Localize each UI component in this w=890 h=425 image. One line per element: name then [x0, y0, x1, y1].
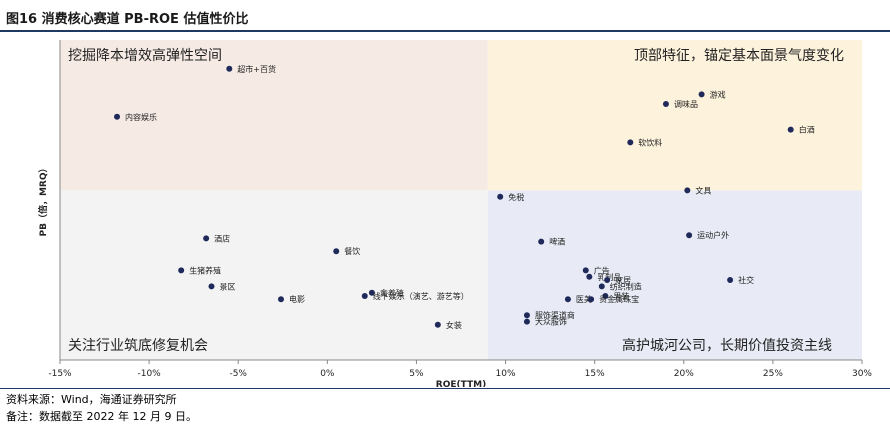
data-point — [727, 277, 734, 283]
quadrant-label-bottom-right: 高护城河公司，长期价值投资主线 — [622, 337, 832, 354]
x-tick-label: 30% — [852, 369, 872, 379]
data-point — [602, 293, 609, 299]
data-point — [698, 91, 705, 98]
point-label: 医美 — [576, 294, 592, 304]
data-point — [523, 312, 530, 319]
data-point — [497, 193, 504, 200]
point-label: 电影 — [289, 294, 305, 304]
data-point — [114, 113, 121, 120]
title-rule — [0, 30, 890, 32]
quadrant-top-left — [60, 40, 488, 191]
data-point — [787, 126, 794, 133]
x-tick-label: -5% — [229, 369, 247, 379]
data-point — [598, 283, 605, 290]
point-label: 广告 — [594, 265, 610, 275]
point-label: 线下娱乐（演艺、游艺等） — [373, 291, 469, 301]
data-point — [226, 65, 233, 72]
data-point — [686, 232, 693, 239]
data-point — [586, 273, 593, 280]
data-point — [434, 321, 441, 328]
x-tick-label: -15% — [48, 369, 72, 379]
point-label: 啤酒 — [549, 237, 565, 247]
point-label: 贵金属珠宝 — [599, 294, 639, 304]
x-tick-label: 10% — [496, 369, 516, 379]
point-label: 内容娱乐 — [125, 112, 157, 122]
y-axis-title: PB（倍，MRQ） — [37, 164, 49, 237]
data-point — [564, 296, 571, 303]
point-label: 白酒 — [799, 125, 815, 135]
x-tick-label: -10% — [137, 369, 161, 379]
data-point — [582, 267, 589, 274]
date-note: 备注：数据截至 2022 年 12 月 9 日。 — [6, 410, 197, 423]
data-point — [684, 187, 691, 194]
point-label: 男装 — [613, 291, 629, 301]
data-point — [662, 101, 669, 107]
point-label: 餐饮 — [344, 246, 360, 256]
point-label: 免税 — [508, 192, 524, 202]
x-tick-label: 25% — [763, 369, 783, 379]
x-tick-label: 20% — [674, 369, 694, 379]
data-point — [627, 139, 634, 146]
data-point — [333, 248, 340, 255]
source-note: 资料来源：Wind，海通证券研究所 — [6, 393, 177, 406]
point-label: 软饮料 — [638, 137, 662, 147]
data-point — [604, 277, 611, 283]
footer-rule — [0, 388, 890, 389]
figure-title: 图16 消费核心赛道 PB-ROE 估值性价比 — [6, 12, 249, 27]
quadrant-label-bottom-left: 关注行业筑底修复机会 — [68, 337, 208, 354]
point-label: 女装 — [446, 320, 462, 330]
data-point — [523, 318, 530, 325]
point-label: 酒店 — [214, 233, 230, 243]
quadrant-label-top-right: 顶部特征，锚定基本面景气度变化 — [634, 47, 844, 64]
point-label: 文具 — [695, 185, 711, 195]
point-label: 景区 — [219, 282, 235, 291]
x-tick-label: 15% — [585, 369, 605, 379]
point-label: 调味品 — [674, 99, 698, 109]
point-label: 纺织制造 — [610, 281, 642, 291]
point-label: 运动户外 — [697, 230, 729, 240]
data-point — [208, 283, 215, 290]
data-point — [538, 238, 545, 245]
point-label: 家居 — [615, 275, 631, 285]
point-label: 禽养殖 — [380, 288, 404, 298]
point-label: 社交 — [738, 275, 754, 285]
x-axis-title: ROE(TTM) — [436, 380, 486, 387]
data-point — [361, 293, 368, 299]
point-label: 服饰渠道商 — [535, 310, 575, 320]
x-tick-label: 5% — [409, 369, 424, 379]
quadrant-top-right — [487, 40, 862, 191]
data-point — [203, 235, 210, 242]
quadrant-bottom-right — [487, 190, 862, 360]
point-label: 生猪养殖 — [189, 265, 221, 275]
point-label: 游戏 — [710, 89, 726, 99]
quadrant-label-top-left: 挖掘降本增效高弹性空间 — [68, 47, 222, 64]
data-point — [588, 296, 595, 303]
point-label: 乳制品 — [597, 272, 621, 282]
quadrant-bottom-left — [60, 190, 488, 360]
data-point — [368, 289, 375, 296]
x-tick-label: 0% — [320, 369, 335, 379]
point-label: 超市+百货 — [237, 64, 276, 74]
point-label: 大众服饰 — [535, 317, 567, 327]
data-point — [277, 296, 284, 303]
data-point — [178, 267, 185, 274]
